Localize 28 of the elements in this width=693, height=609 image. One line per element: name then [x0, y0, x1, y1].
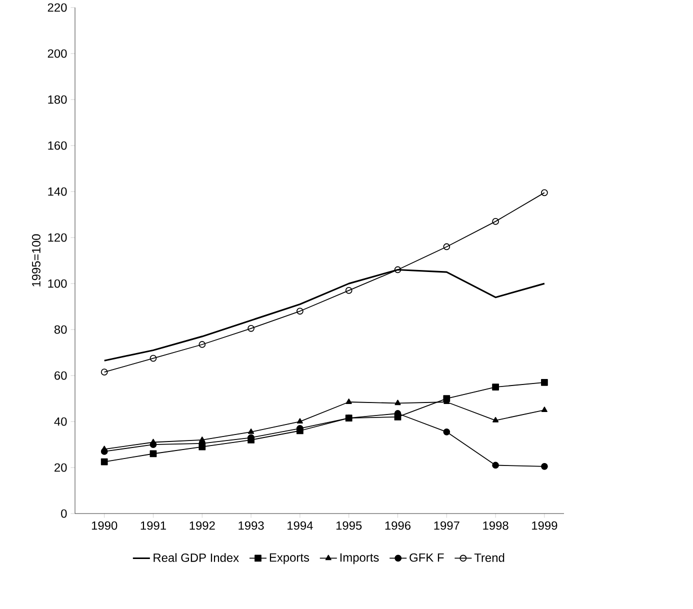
legend-label: Real GDP Index: [154, 553, 239, 562]
y-tick-label: 100: [48, 280, 67, 288]
legend-label: Exports: [270, 554, 310, 564]
y-tick-label: 80: [54, 326, 67, 334]
y-tick-label: 40: [54, 418, 67, 426]
y-tick-label: 200: [48, 50, 67, 58]
y-tick-label: 220: [48, 4, 67, 12]
x-tick-label: 1998: [483, 522, 508, 530]
y-tick-label: 0: [61, 510, 67, 518]
x-tick-label: 1990: [92, 522, 118, 530]
y-axis-title: 1995=100: [32, 234, 40, 287]
x-tick-label: 1999: [532, 522, 558, 530]
x-tick-label: 1993: [238, 522, 264, 530]
x-tick-label: 1994: [288, 522, 313, 530]
x-tick-label: 1995: [336, 522, 362, 530]
x-tick-label: 1997: [434, 522, 460, 530]
x-tick-label: 1992: [190, 522, 215, 530]
y-tick-label: 60: [54, 372, 67, 380]
legend-label: Imports: [340, 554, 379, 564]
legend-label: GFK F: [410, 554, 444, 562]
legend-label: Trend: [474, 553, 504, 562]
x-tick-label: 1991: [140, 522, 166, 530]
y-tick-label: 180: [48, 96, 67, 104]
y-tick-label: 140: [48, 188, 67, 196]
y-tick-label: 120: [48, 234, 67, 242]
y-tick-label: 20: [54, 464, 67, 472]
x-tick-label: 1996: [385, 522, 411, 530]
y-tick-label: 160: [48, 142, 67, 150]
